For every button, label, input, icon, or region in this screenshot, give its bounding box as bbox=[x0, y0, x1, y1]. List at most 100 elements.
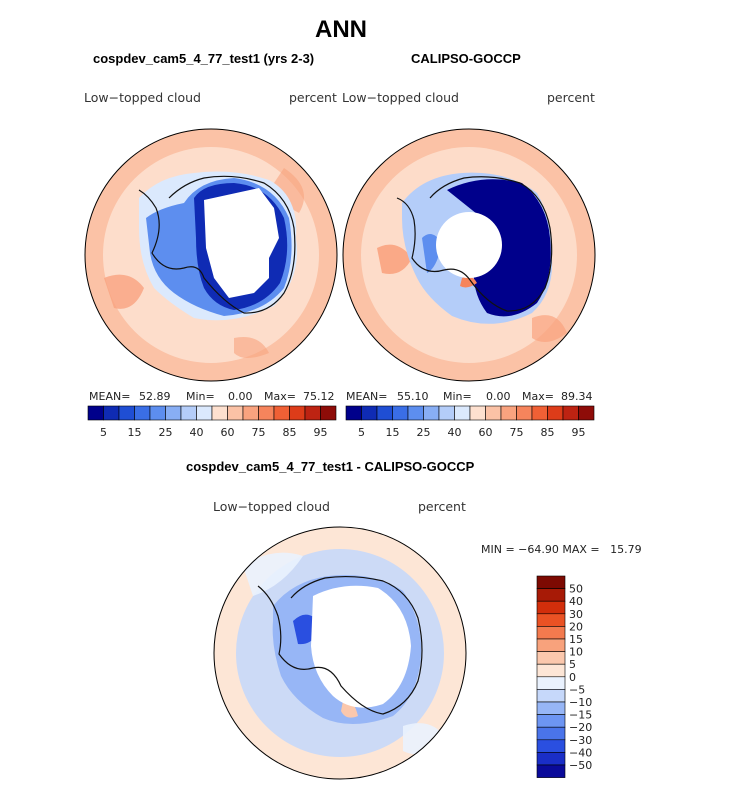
map-boundary bbox=[342, 128, 596, 382]
panel1-min-label: Min= bbox=[186, 390, 215, 403]
panel3-units-label: percent bbox=[418, 499, 466, 514]
diff-patch bbox=[341, 700, 358, 718]
map-boundary bbox=[213, 526, 467, 780]
colorbar-box bbox=[536, 701, 566, 715]
colorbar-tick-label: 95 bbox=[314, 426, 328, 439]
cloud-patch bbox=[104, 274, 144, 309]
colorbar-tick-label: 10 bbox=[569, 646, 583, 659]
colorbar-tick-label: 85 bbox=[283, 426, 297, 439]
colorbar-box bbox=[289, 405, 306, 421]
colorbar-tick-label: 40 bbox=[569, 595, 583, 608]
colorbar-box bbox=[165, 405, 182, 421]
colorbar-tick-label: 0 bbox=[569, 671, 576, 684]
colorbar-tick-label: −30 bbox=[569, 734, 592, 747]
colorbar-tick-label: 75 bbox=[510, 426, 524, 439]
colorbar-box bbox=[536, 651, 566, 665]
cloud-patch bbox=[274, 168, 304, 213]
colorbar-tick-label: −10 bbox=[569, 696, 592, 709]
colorbar-tick-label: 15 bbox=[386, 426, 400, 439]
panel2-title: CALIPSO-GOCCP bbox=[411, 51, 521, 66]
colorbar-box bbox=[242, 405, 259, 421]
colorbar-tick-label: 15 bbox=[569, 633, 583, 646]
colorbar-tick-label: 40 bbox=[190, 426, 204, 439]
colorbar-box bbox=[438, 405, 455, 421]
colorbar-tick-label: −40 bbox=[569, 746, 592, 759]
panel3-variable-label: Low−topped cloud bbox=[213, 499, 330, 514]
panel1-min-value: 0.00 bbox=[228, 390, 253, 403]
diff-patch bbox=[243, 552, 303, 596]
panel2-colorbar: 5 15 25 40 60 75 85 95 bbox=[345, 405, 595, 439]
colorbar-box bbox=[536, 689, 566, 703]
colorbar-box bbox=[547, 405, 564, 421]
polar-data-hole bbox=[436, 212, 502, 278]
panel2-mean-label: MEAN= bbox=[346, 390, 388, 403]
colorbar-box bbox=[134, 405, 151, 421]
colorbar-tick-label: 15 bbox=[128, 426, 142, 439]
colorbar-box bbox=[103, 405, 120, 421]
colorbar-tick-label: −50 bbox=[569, 759, 592, 772]
colorbar-tick-label: 30 bbox=[569, 608, 583, 621]
colorbar-box bbox=[361, 405, 378, 421]
colorbar-box bbox=[500, 405, 517, 421]
colorbar-tick-label: 5 bbox=[569, 658, 576, 671]
colorbar-box bbox=[87, 405, 104, 421]
colorbar-tick-label: 25 bbox=[159, 426, 173, 439]
colorbar-tick-label: 25 bbox=[417, 426, 431, 439]
panel2-max-label: Max= bbox=[522, 390, 554, 403]
panel2-mean-value: 55.10 bbox=[397, 390, 429, 403]
colorbar-box bbox=[536, 588, 566, 602]
colorbar-box bbox=[536, 764, 566, 778]
panel1-mean-label: MEAN= bbox=[89, 390, 131, 403]
colorbar-tick-label: 75 bbox=[252, 426, 266, 439]
colorbar-box bbox=[578, 405, 595, 421]
colorbar-box bbox=[273, 405, 290, 421]
colorbar-box bbox=[536, 638, 566, 652]
panel1-max-value: 75.12 bbox=[303, 390, 335, 403]
colorbar-tick-label: 5 bbox=[358, 426, 365, 439]
colorbar-box bbox=[562, 405, 579, 421]
panel2-min-label: Min= bbox=[443, 390, 472, 403]
panel2-min-value: 0.00 bbox=[486, 390, 511, 403]
colorbar-box bbox=[376, 405, 393, 421]
colorbar-tick-label: 85 bbox=[541, 426, 555, 439]
model-polar-map bbox=[84, 128, 338, 382]
diff-polar-map bbox=[213, 526, 467, 780]
panel1-mean-value: 52.89 bbox=[139, 390, 171, 403]
missing-data-region bbox=[204, 188, 279, 298]
colorbar-box bbox=[536, 726, 566, 741]
colorbar-box bbox=[345, 405, 362, 421]
colorbar-box bbox=[485, 405, 502, 421]
colorbar-box bbox=[469, 405, 486, 421]
colorbar-box bbox=[423, 405, 440, 421]
cloud-patch bbox=[234, 337, 269, 358]
cloud-patch bbox=[532, 315, 567, 342]
colorbar-box bbox=[531, 405, 548, 421]
panel3-title: cospdev_cam5_4_77_test1 - CALIPSO-GOCCP bbox=[186, 459, 475, 474]
colorbar-box bbox=[258, 405, 275, 421]
panel1-variable-label: Low−topped cloud bbox=[84, 90, 201, 105]
colorbar-tick-label: 20 bbox=[569, 620, 583, 633]
colorbar-box bbox=[536, 714, 566, 728]
panel1-colorbar: 5 15 25 40 60 75 85 95 bbox=[87, 405, 337, 439]
panel2-units-label: percent bbox=[547, 90, 595, 105]
map-boundary bbox=[84, 128, 338, 382]
obs-polar-map bbox=[342, 128, 596, 382]
colorbar-box bbox=[407, 405, 424, 421]
panel1-max-label: Max= bbox=[264, 390, 296, 403]
colorbar-box bbox=[180, 405, 197, 421]
panel2-max-value: 89.34 bbox=[561, 390, 593, 403]
antarctic-coastline bbox=[396, 176, 553, 312]
antarctic-coastline bbox=[138, 175, 296, 314]
colorbar-tick-label: −15 bbox=[569, 709, 592, 722]
colorbar-tick-label: 5 bbox=[100, 426, 107, 439]
colorbar-box bbox=[320, 405, 337, 421]
colorbar-box bbox=[227, 405, 244, 421]
colorbar-box bbox=[118, 405, 135, 421]
colorbar-box bbox=[196, 405, 213, 421]
colorbar-box bbox=[454, 405, 471, 421]
colorbar-tick-label: 95 bbox=[572, 426, 586, 439]
figure-title: ANN bbox=[315, 16, 367, 43]
colorbar-box bbox=[536, 752, 566, 766]
panel1-title: cospdev_cam5_4_77_test1 (yrs 2-3) bbox=[93, 51, 315, 66]
